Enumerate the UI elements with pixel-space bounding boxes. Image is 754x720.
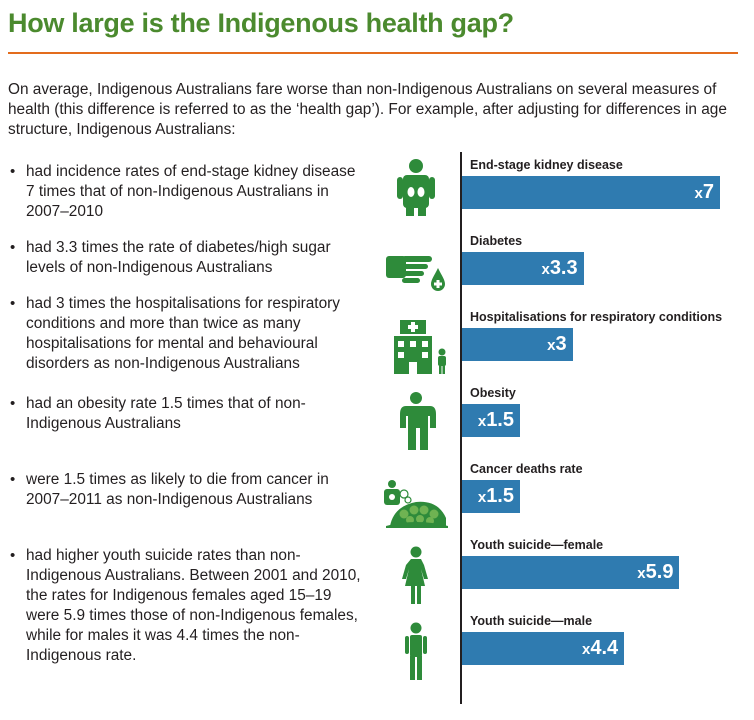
hospital-person-icon bbox=[380, 316, 452, 376]
hand-blood-drop-icon bbox=[380, 240, 452, 300]
data-label: 3 bbox=[555, 333, 567, 355]
data-bar: x5.9 bbox=[462, 556, 680, 589]
bullet-text: had an obesity rate 1.5 times that of no… bbox=[26, 395, 306, 432]
obese-person-icon bbox=[380, 392, 452, 452]
bullet-text: had higher youth suicide rates than non-… bbox=[26, 547, 361, 664]
bullet-item: • had 3.3 times the rate of diabetes/hig… bbox=[8, 238, 368, 278]
bullet-marker: • bbox=[10, 295, 16, 312]
category-label: Diabetes bbox=[470, 234, 523, 248]
male-person-icon bbox=[380, 622, 452, 682]
category-label: Cancer deaths rate bbox=[470, 462, 583, 476]
bullet-text: had 3.3 times the rate of diabetes/high … bbox=[26, 239, 331, 276]
chart-axis-line bbox=[460, 152, 462, 704]
data-label: 5.9 bbox=[645, 561, 674, 583]
data-bar: x3.3 bbox=[462, 252, 584, 285]
value-prefix: x bbox=[582, 641, 591, 658]
bullet-text: had 3 times the hospitalisations for res… bbox=[26, 295, 340, 372]
data-bar: x1.5 bbox=[462, 480, 520, 513]
value-prefix: x bbox=[637, 565, 646, 582]
bullet-text: were 1.5 times as likely to die from can… bbox=[26, 471, 329, 508]
bullet-item: • had an obesity rate 1.5 times that of … bbox=[8, 394, 368, 434]
value-prefix: x bbox=[547, 337, 556, 354]
bullet-item: • had 3 times the hospitalisations for r… bbox=[8, 294, 368, 374]
title-divider bbox=[8, 52, 738, 54]
category-label: End-stage kidney disease bbox=[470, 158, 623, 172]
data-label: 4.4 bbox=[590, 637, 619, 659]
category-label: Youth suicide—female bbox=[470, 538, 604, 552]
bullet-marker: • bbox=[10, 395, 16, 412]
bullet-marker: • bbox=[10, 547, 16, 564]
value-prefix: x bbox=[477, 489, 487, 506]
data-label: 3.3 bbox=[549, 257, 578, 279]
data-label: 1.5 bbox=[486, 409, 514, 431]
category-label: Youth suicide—male bbox=[470, 614, 593, 628]
bullet-marker: • bbox=[10, 471, 16, 488]
data-bar: x4.4 bbox=[462, 632, 625, 665]
value-prefix: x bbox=[477, 413, 487, 430]
category-label: Hospitalisations for respiratory conditi… bbox=[470, 310, 723, 324]
bullet-text: had incidence rates of end-stage kidney … bbox=[26, 163, 356, 220]
value-prefix: x bbox=[541, 261, 550, 278]
bullet-marker: • bbox=[10, 163, 16, 180]
intro-paragraph: On average, Indigenous Australians fare … bbox=[8, 81, 727, 138]
data-bar: x3 bbox=[462, 328, 573, 361]
data-label: 7 bbox=[702, 181, 714, 203]
cancer-cells-icon bbox=[380, 470, 452, 530]
bullet-item: • had incidence rates of end-stage kidne… bbox=[8, 162, 368, 222]
bullet-marker: • bbox=[10, 239, 16, 256]
kidney-person-icon bbox=[380, 158, 452, 218]
category-label: Obesity bbox=[470, 386, 516, 400]
female-person-icon bbox=[380, 546, 452, 606]
value-prefix: x bbox=[694, 185, 703, 202]
data-bar: x1.5 bbox=[462, 404, 520, 437]
bullet-item: • were 1.5 times as likely to die from c… bbox=[8, 470, 368, 510]
data-label: 1.5 bbox=[486, 485, 514, 507]
data-bar: x7 bbox=[462, 176, 720, 209]
bullet-item: • had higher youth suicide rates than no… bbox=[8, 546, 368, 666]
page-title: How large is the Indigenous health gap? bbox=[8, 8, 514, 38]
